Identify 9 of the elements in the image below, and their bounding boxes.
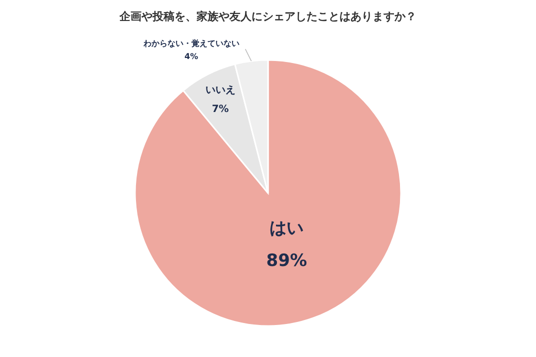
data-label: 4% [184,52,198,62]
pie-slice [134,59,402,327]
slice-label: わからない・覚えていない [142,39,240,48]
slice-label: はい [270,218,304,239]
slice-label: いいえ [205,84,236,96]
data-label: 89% [266,250,307,271]
data-label: 7% [212,104,229,115]
chart-title: 企画や投稿を、家族や友人にシェアしたことはありますか？ [118,10,416,23]
pie-slice [182,63,269,194]
